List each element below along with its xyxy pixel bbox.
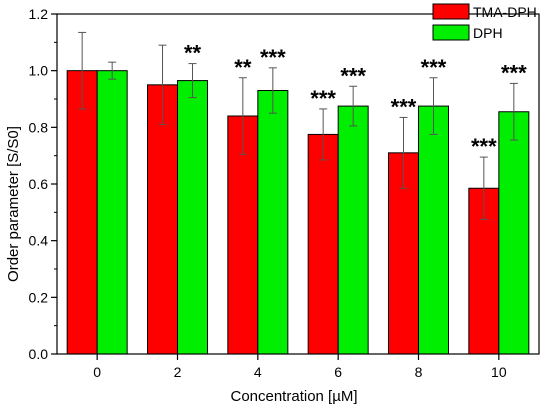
bar-tma-dph-6 <box>307 133 339 355</box>
significance-tma-dph-4: ** <box>234 55 252 80</box>
x-tick-label: 10 <box>491 364 507 380</box>
bar-tma-dph-0 <box>66 70 98 355</box>
significance-dph-6: *** <box>340 63 366 88</box>
y-tick-label: 0.8 <box>29 119 49 135</box>
significance-dph-8: *** <box>421 55 447 80</box>
x-tick-label: 6 <box>334 364 342 380</box>
legend-swatch-dph <box>432 24 470 41</box>
bar-dph-0 <box>96 70 128 355</box>
x-axis-title: Concentration [µM] <box>230 388 357 405</box>
significance-dph-4: *** <box>260 45 286 70</box>
y-tick-label: 1.0 <box>29 63 49 79</box>
plot-frame <box>56 13 540 355</box>
bar-dph-2 <box>177 80 208 355</box>
y-tick-label: 0.4 <box>29 233 49 249</box>
bar-dph-6 <box>337 105 369 355</box>
y-tick-label: 0.2 <box>29 289 49 305</box>
y-axis-title: Order parameter [S/S0] <box>5 126 22 282</box>
bar-dph-8 <box>418 105 449 355</box>
x-tick-label: 0 <box>93 364 101 380</box>
x-tick-label: 8 <box>415 364 423 380</box>
axes: 0.0 0.2 0.4 0.6 0.8 1.0 1.2 0 2 4 6 8 10 <box>29 6 540 380</box>
significance-tma-dph-6: *** <box>310 86 336 111</box>
significance-tma-dph-8: *** <box>391 94 417 119</box>
bar-tma-dph-2 <box>147 84 178 355</box>
bar-dph-4 <box>257 90 289 355</box>
bar-dph-10 <box>498 111 530 355</box>
legend-swatch-tma-dph <box>432 3 470 20</box>
significance-dph-10: *** <box>501 60 527 85</box>
significance-dph-2: ** <box>184 41 202 66</box>
y-tick-label: 0.6 <box>29 176 49 192</box>
legend-label-tma-dph: TMA-DPH <box>473 4 537 20</box>
y-tick-label: 1.2 <box>29 6 49 22</box>
plot-area: ***** ******** ****** *** *** <box>66 31 530 355</box>
y-tick-label: 0.0 <box>29 346 49 362</box>
x-tick-label: 4 <box>254 364 262 380</box>
legend: TMA-DPH DPH <box>432 3 537 41</box>
significance-tma-dph-10: *** <box>471 134 497 159</box>
legend-label-dph: DPH <box>473 25 503 41</box>
x-tick-label: 2 <box>174 364 182 380</box>
